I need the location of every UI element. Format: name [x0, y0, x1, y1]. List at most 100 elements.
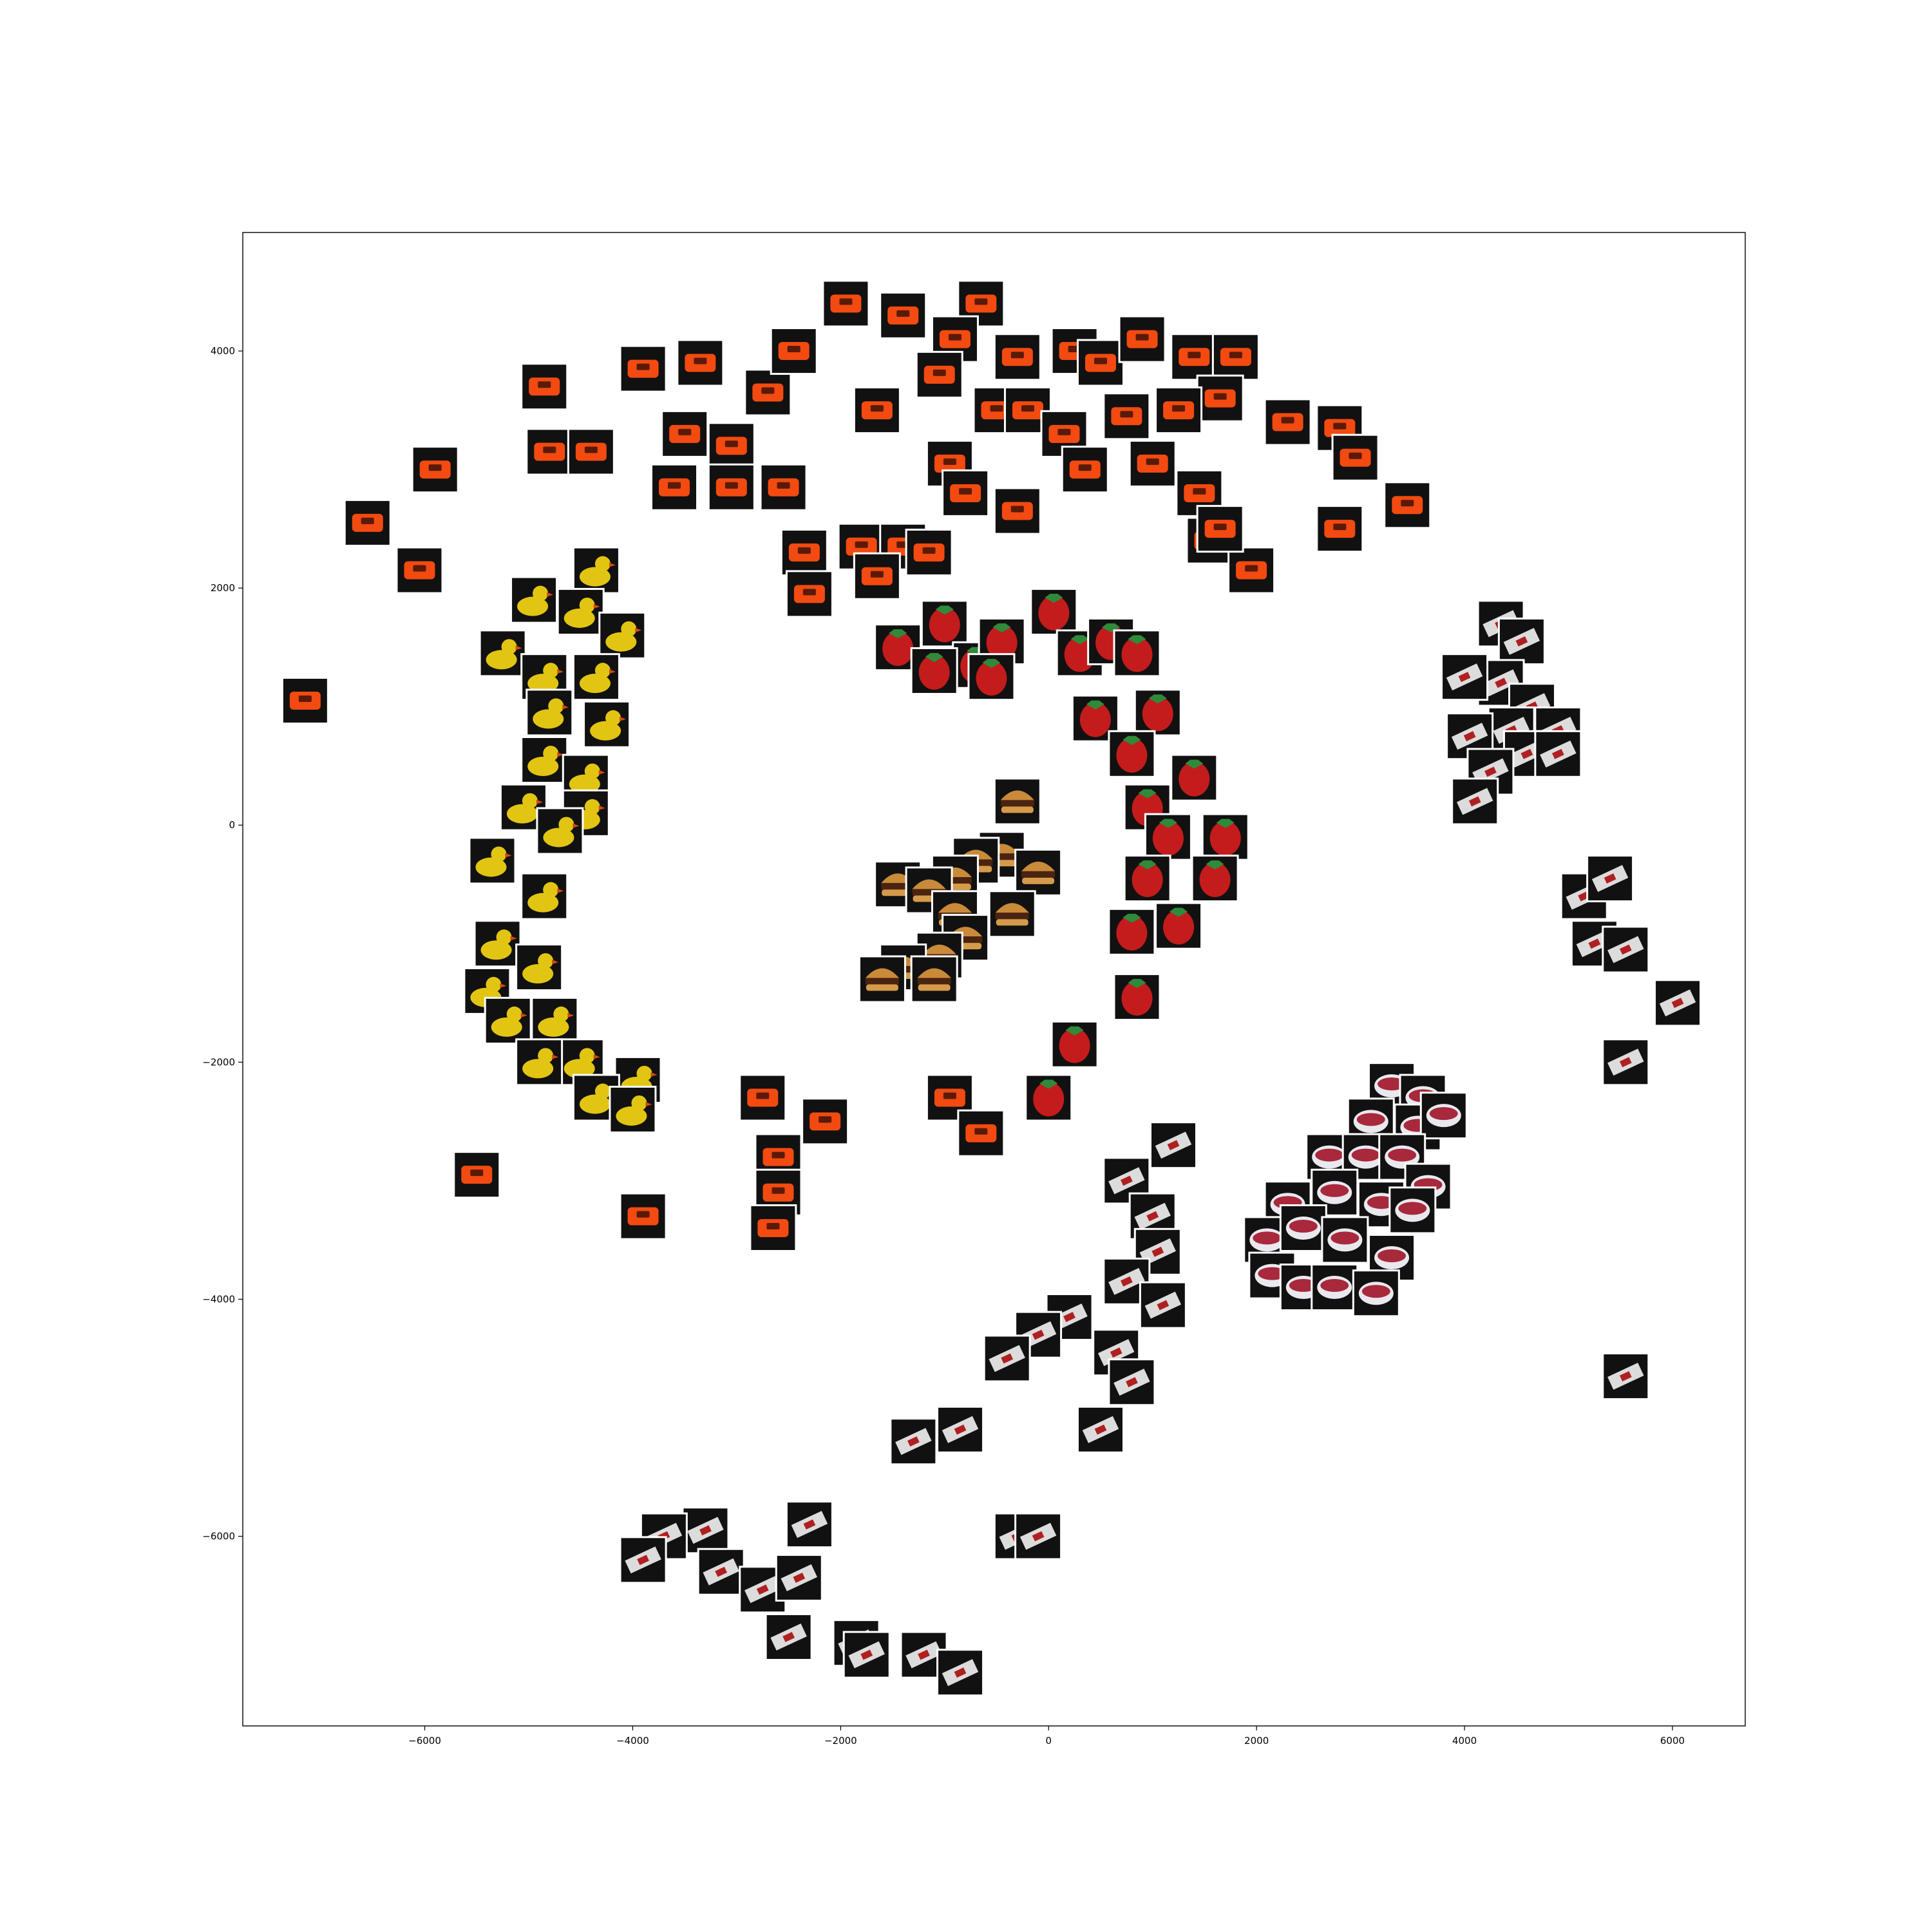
cream-tub-thumbnail — [1321, 1216, 1369, 1264]
y-tick-label: 2000 — [211, 582, 235, 594]
strawberry-thumbnail — [1191, 855, 1239, 903]
strawberry-thumbnail — [1113, 973, 1161, 1021]
eraser-box-thumbnail — [1103, 1157, 1151, 1205]
toy-car-thumbnail — [1103, 392, 1151, 440]
rubber-duck-thumbnail — [520, 736, 569, 784]
x-tick-label: 2000 — [1244, 1735, 1269, 1747]
toy-car-thumbnail — [1316, 505, 1364, 553]
strawberry-thumbnail — [1133, 688, 1182, 737]
strawberry-thumbnail — [967, 653, 1016, 701]
toy-car-thumbnail — [567, 428, 615, 476]
toy-car-thumbnail — [1076, 339, 1124, 387]
strawberry-thumbnail — [1025, 1074, 1073, 1122]
eraser-box-thumbnail — [1654, 979, 1702, 1027]
strawberry-thumbnail — [1144, 813, 1192, 861]
toy-car-thumbnail — [905, 528, 953, 576]
eraser-box-thumbnail — [842, 1631, 891, 1679]
toy-car-thumbnail — [739, 1074, 787, 1122]
toy-car-thumbnail — [957, 1109, 1005, 1157]
eraser-box-thumbnail — [764, 1613, 813, 1661]
eraser-box-thumbnail — [1602, 1038, 1650, 1086]
rubber-duck-thumbnail — [556, 587, 605, 636]
rubber-duck-thumbnail — [598, 611, 647, 659]
y-tick-label: −2000 — [202, 1056, 235, 1068]
eraser-box-thumbnail — [697, 1548, 745, 1596]
rubber-duck-thumbnail — [478, 629, 527, 677]
rubber-duck-thumbnail — [515, 1038, 564, 1086]
rubber-duck-thumbnail — [583, 700, 631, 748]
strawberry-thumbnail — [1050, 1020, 1099, 1068]
toy-car-thumbnail — [801, 1097, 849, 1146]
rubber-duck-thumbnail — [473, 920, 522, 968]
toy-car-thumbnail — [1050, 327, 1099, 375]
rubber-duck-thumbnail — [484, 996, 532, 1045]
eraser-box-thumbnail — [936, 1649, 985, 1697]
toy-car-thumbnail — [1118, 315, 1166, 363]
toy-car-thumbnail — [1003, 386, 1052, 435]
toy-car-thumbnail — [1211, 333, 1260, 381]
eraser-box-thumbnail — [1497, 617, 1546, 665]
eraser-box-thumbnail — [1139, 1281, 1187, 1329]
eraser-box-thumbnail — [1602, 1352, 1650, 1401]
y-axis: 4000 2000 0 −2000 −4000 −6000 — [202, 345, 243, 1542]
eraser-box-thumbnail — [1451, 777, 1499, 826]
rubber-duck-thumbnail — [609, 1085, 657, 1133]
toy-car-thumbnail — [661, 410, 709, 458]
toy-car-thumbnail — [619, 345, 667, 393]
toy-car-thumbnail — [770, 327, 818, 375]
toy-car-thumbnail — [1331, 433, 1379, 482]
toy-car-thumbnail — [925, 1074, 974, 1122]
toy-car-thumbnail — [993, 333, 1041, 381]
toy-car-thumbnail — [1196, 505, 1244, 553]
eraser-box-thumbnail — [1602, 925, 1650, 974]
toy-car-thumbnail — [411, 446, 459, 494]
rubber-duck-thumbnail — [572, 653, 620, 701]
toy-car-thumbnail — [780, 528, 828, 576]
x-axis: −6000 −4000 −2000 0 2000 4000 6000 — [408, 1726, 1685, 1747]
eraser-box-thumbnail — [1441, 653, 1489, 701]
eraser-box-thumbnail — [936, 1405, 985, 1454]
strawberry-thumbnail — [1030, 587, 1078, 636]
plot-frame — [242, 232, 1746, 1727]
eraser-box-thumbnail — [1534, 730, 1582, 778]
toy-car-thumbnail — [707, 463, 755, 511]
burger-thumbnail — [988, 890, 1036, 938]
x-tick-label: −4000 — [616, 1735, 649, 1747]
eraser-box-thumbnail — [775, 1553, 823, 1602]
y-tick-label: 4000 — [211, 345, 235, 357]
toy-car-thumbnail — [343, 498, 392, 547]
burger-thumbnail — [1014, 848, 1063, 896]
eraser-box-thumbnail — [1108, 1358, 1156, 1406]
eraser-box-thumbnail — [983, 1334, 1031, 1383]
strawberry-thumbnail — [920, 600, 969, 648]
toy-car-thumbnail — [453, 1151, 501, 1199]
cream-tub-thumbnail — [1311, 1264, 1359, 1312]
toy-car-thumbnail — [785, 570, 833, 618]
toy-car-thumbnail — [853, 552, 901, 600]
x-tick-label: −2000 — [824, 1735, 857, 1747]
toy-car-thumbnail — [1155, 386, 1203, 435]
toy-car-thumbnail — [1196, 374, 1244, 422]
eraser-box-thumbnail — [1586, 855, 1634, 903]
cream-tub-thumbnail — [1279, 1204, 1327, 1252]
toy-car-thumbnail — [676, 339, 724, 387]
toy-car-thumbnail — [650, 463, 699, 511]
burger-thumbnail — [993, 777, 1041, 826]
rubber-duck-thumbnail — [562, 753, 610, 802]
eraser-box-thumbnail — [1076, 1405, 1124, 1454]
x-tick-label: 4000 — [1452, 1735, 1477, 1747]
burger-thumbnail — [910, 955, 958, 1003]
rubber-duck-thumbnail — [510, 576, 558, 624]
strawberry-thumbnail — [910, 647, 958, 695]
toy-car-thumbnail — [526, 428, 574, 476]
thumbnail-marks — [281, 279, 1702, 1697]
cream-tub-thumbnail — [1419, 1092, 1468, 1140]
cream-tub-thumbnail — [1388, 1186, 1437, 1235]
rubber-duck-thumbnail — [536, 807, 584, 855]
rubber-duck-thumbnail — [520, 872, 569, 920]
strawberry-thumbnail — [1108, 907, 1156, 956]
strawberry-thumbnail — [1155, 902, 1203, 950]
toy-car-thumbnail — [879, 291, 927, 339]
strawberry-thumbnail — [1123, 855, 1171, 903]
